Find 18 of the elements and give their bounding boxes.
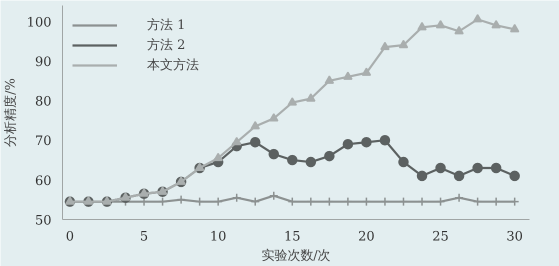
y-tick-label: 50	[34, 214, 52, 228]
x-tick-label: 5	[140, 230, 148, 244]
x-tick-label: 10	[210, 230, 226, 244]
y-tick-label: 100	[26, 15, 52, 30]
y-tick-label: 90	[34, 54, 52, 70]
x-tick-label: 0	[66, 230, 74, 244]
legend-label: 本文方法	[147, 57, 199, 74]
y-tick-label: 80	[34, 94, 52, 110]
x-tick-label: 20	[358, 230, 375, 244]
legend-label: 方法 1	[147, 17, 186, 34]
y-tick-label: 60	[34, 174, 52, 189]
legend-label: 方法 2	[147, 37, 186, 54]
x-tick-label: 25	[432, 230, 449, 244]
y-tick-label: 70	[34, 134, 52, 150]
x-tick-label: 30	[506, 230, 523, 244]
x-axis-title: 实验次数/次	[261, 248, 331, 264]
x-tick-label: 15	[284, 230, 301, 244]
y-axis-title: 分析精度/%	[2, 78, 19, 147]
